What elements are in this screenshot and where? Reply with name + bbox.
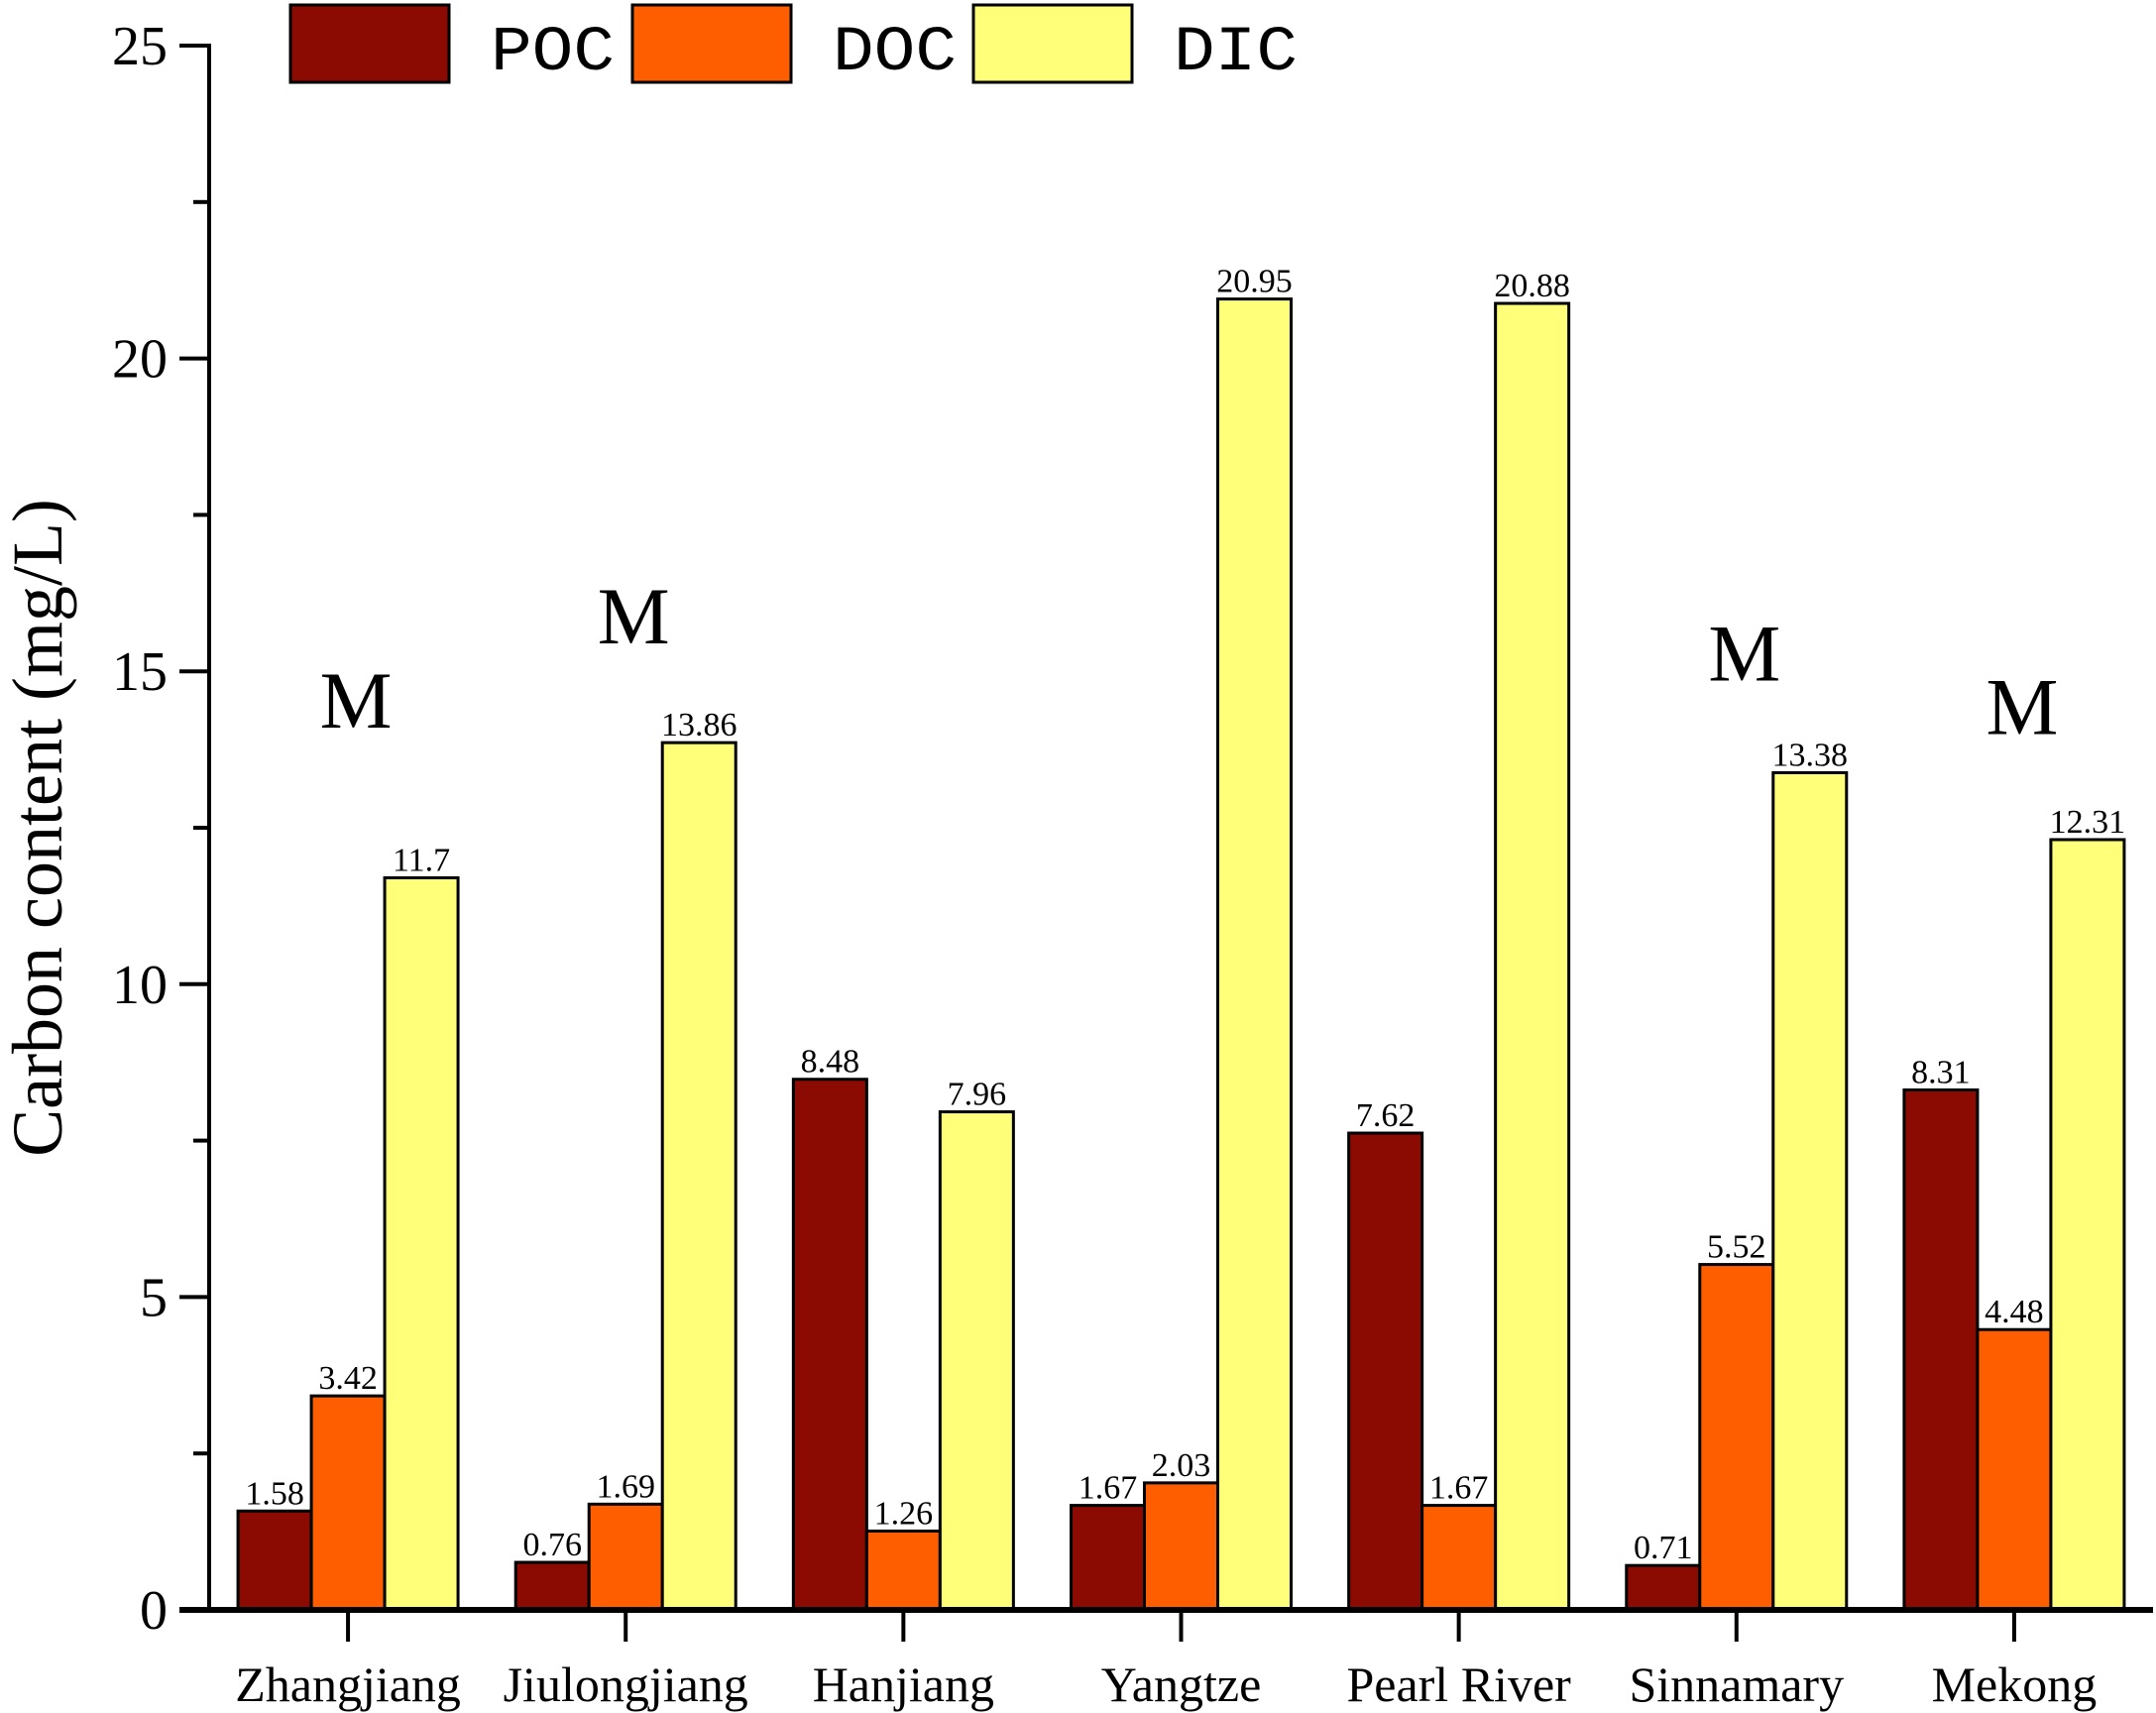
data-label: 20.88 [1494,268,1570,304]
bar-poc [513,1560,591,1612]
x-tick-label: Jiulongjiang [504,1656,748,1712]
data-label: 1.58 [245,1475,304,1512]
bar-doc [1420,1504,1498,1612]
annotation-m: M [1986,661,2058,751]
x-tick-label: Pearl River [1346,1656,1571,1712]
data-label: 7.62 [1356,1097,1416,1134]
legend-swatch-doc [630,3,793,84]
bar-dic [383,875,460,1612]
data-label: 4.48 [1985,1294,2044,1330]
y-tick-label: 25 [112,16,168,77]
bar-poc [791,1078,868,1612]
data-label: 1.26 [874,1495,934,1532]
bar-poc [236,1509,313,1612]
y-axis-title: Carbon content (mg/L) [0,499,77,1157]
data-label: 5.52 [1707,1229,1766,1266]
data-label: 1.67 [1429,1470,1489,1507]
data-label: 13.86 [661,707,738,743]
bar-poc [1902,1087,1980,1612]
data-label: 1.67 [1078,1470,1138,1507]
bar-dic [1494,301,1571,1612]
annotation-m: M [320,655,393,745]
bar-dic [938,1110,1015,1612]
bar-dic [660,741,738,1612]
legend-label: DIC [1174,18,1298,89]
bar-doc [1976,1327,2053,1612]
y-tick-label: 0 [140,1580,168,1642]
data-label: 0.71 [1634,1530,1693,1566]
data-label: 8.48 [801,1044,860,1081]
data-label: 13.38 [1772,737,1849,773]
data-label: 1.69 [596,1468,655,1505]
y-tick-label: 5 [140,1267,168,1328]
legend-swatch-dic [971,3,1134,84]
bar-doc [309,1394,387,1612]
bar-poc [1347,1131,1424,1612]
legend-label: POC [491,18,615,89]
data-label: 2.03 [1152,1447,1211,1484]
y-tick-label: 20 [112,329,168,391]
x-tick-label: Mekong [1932,1656,2098,1712]
legend-label: DOC [833,18,957,89]
y-tick-label: 15 [112,641,168,703]
legend-swatch-poc [288,3,451,84]
bar-dic [2049,838,2126,1612]
data-label: 7.96 [948,1077,1007,1113]
bar-doc [587,1502,664,1612]
x-tick-label: Hanjiang [813,1656,994,1712]
data-label: 0.76 [522,1527,582,1563]
bar-dic [1771,770,1849,1612]
y-tick-label: 10 [112,955,168,1016]
bar-dic [1216,297,1293,1612]
bar-poc [1070,1504,1146,1612]
x-tick-label: Sinnamary [1629,1656,1844,1712]
bar-doc [1698,1263,1775,1612]
data-label: 3.42 [318,1360,378,1397]
bar-doc [864,1529,942,1612]
annotation-m: M [598,571,670,661]
data-label: 12.31 [2050,804,2126,841]
data-label: 11.7 [393,842,450,878]
bar-doc [1143,1481,1219,1612]
x-tick-label: Zhangjiang [235,1656,461,1712]
data-label: 8.31 [1911,1054,1971,1090]
bar-poc [1625,1563,1702,1612]
x-tick-label: Yangtze [1101,1656,1262,1712]
annotation-m: M [1708,609,1780,699]
data-label: 20.95 [1216,264,1293,300]
